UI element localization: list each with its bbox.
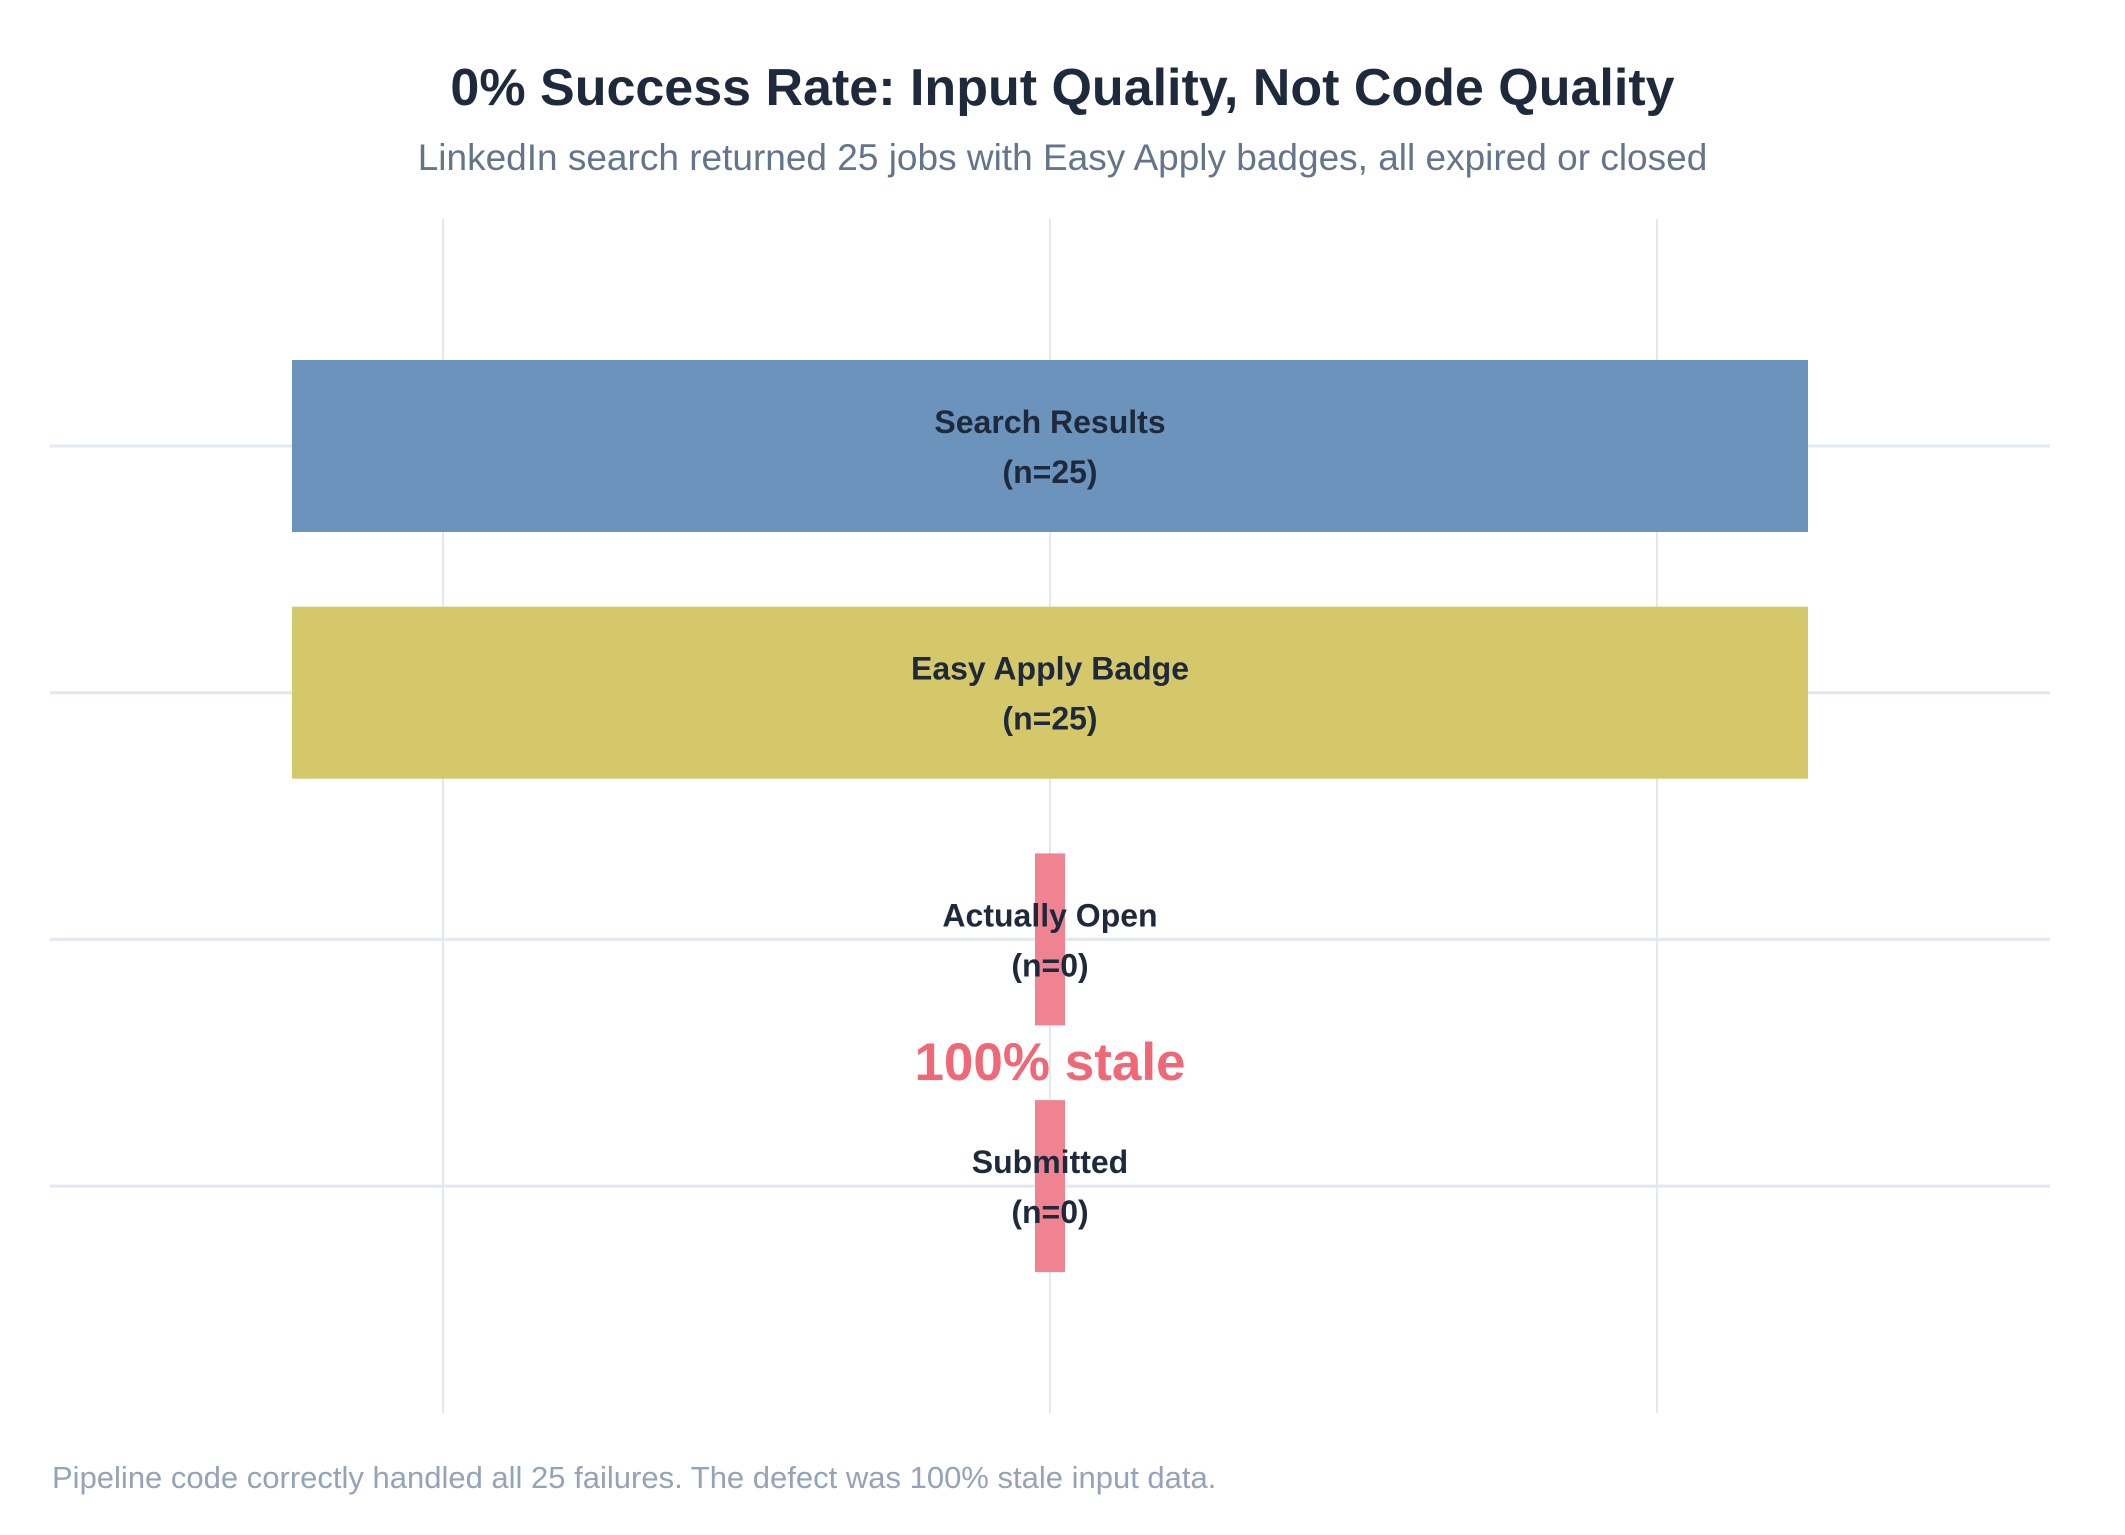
stale-annotation: 100% stale [914, 1033, 1185, 1092]
funnel-bar-actually-open [1035, 853, 1065, 1026]
funnel-bar-easy-apply-badge [292, 606, 1808, 779]
stage-count-search-results: (n=25) [1002, 454, 1097, 490]
stage-label-easy-apply-badge: Easy Apply Badge [911, 651, 1189, 687]
chart-title: 0% Success Rate: Input Quality, Not Code… [450, 59, 1675, 117]
funnel-labels: Search Results (n=25) Easy Apply Badge (n=2… [911, 404, 1189, 1230]
funnel-bars [292, 360, 1808, 1273]
stage-label-submitted: Submitted [972, 1144, 1128, 1180]
stage-count-easy-apply-badge: (n=25) [1002, 701, 1097, 737]
funnel-bar-search-results [292, 360, 1808, 532]
stage-label-actually-open: Actually Open [942, 897, 1157, 933]
stage-count-submitted: (n=0) [1011, 1194, 1088, 1230]
chart-footer-note: Pipeline code correctly handled all 25 f… [52, 1460, 1217, 1495]
chart-subtitle: LinkedIn search returned 25 jobs with Ea… [417, 137, 1708, 178]
stage-count-actually-open: (n=0) [1011, 947, 1088, 983]
stage-label-search-results: Search Results [934, 404, 1165, 440]
funnel-bar-submitted [1035, 1100, 1065, 1273]
